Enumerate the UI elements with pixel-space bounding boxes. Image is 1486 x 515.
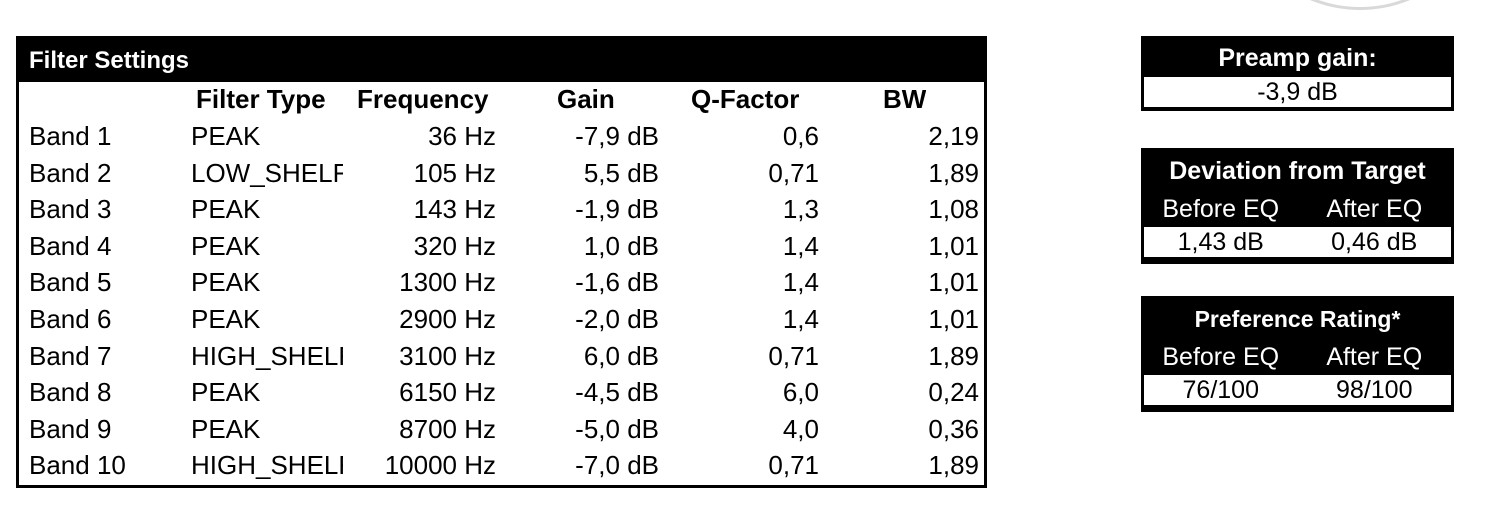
row-8-gain: -4,5 dB <box>575 377 659 408</box>
row-7-bw: 1,89 <box>928 340 979 371</box>
header-q-factor: Q-Factor <box>691 84 800 114</box>
row-10-bw: 1,89 <box>928 450 979 481</box>
deviation-before-label: Before EQ <box>1162 195 1280 223</box>
row-6-frequency: 2900 Hz <box>399 304 496 334</box>
row-8-q-factor: 6,0 <box>782 377 819 408</box>
preamp-value: -3,9 dB <box>1144 77 1451 107</box>
header-filter-type: Filter Type <box>196 84 326 114</box>
filter-settings-title: Filter Settings <box>19 39 984 82</box>
row-2-q-factor: 0,71 <box>768 157 819 188</box>
row-10-q-factor: 0,71 <box>768 450 819 481</box>
row-3-gain: -1,9 dB <box>575 194 659 225</box>
row-4-q-factor: 1,4 <box>782 230 819 261</box>
row-7-filter-type: HIGH_SHELF <box>191 340 343 371</box>
row-6-filter-type: PEAK <box>191 304 261 334</box>
preference-values: 76/100 98/100 <box>1144 375 1451 405</box>
row-2-frequency: 105 Hz <box>413 157 496 188</box>
row-2-bw: 1,89 <box>928 157 979 188</box>
row-7-q-factor: 0,71 <box>768 340 819 371</box>
row-9-q-factor: 4,0 <box>782 413 819 444</box>
row-3-bw: 1,08 <box>928 194 979 225</box>
row-6-bw: 1,01 <box>928 304 979 334</box>
row-9-gain: -5,0 dB <box>575 413 659 444</box>
row-10-frequency: 10000 Hz <box>384 450 496 481</box>
row-10-filter-type: HIGH_SHELF <box>191 450 343 481</box>
preference-labels: Before EQ After EQ <box>1144 339 1451 375</box>
row-4-gain: 1,0 dB <box>583 230 659 261</box>
row-5-band-label: Band 5 <box>29 267 112 298</box>
row-5-q-factor: 1,4 <box>782 267 819 298</box>
row-5-filter-type: PEAK <box>191 267 261 298</box>
row-4-frequency: 320 Hz <box>413 230 496 261</box>
row-8-bw: 0,24 <box>928 377 979 408</box>
row-10-gain: -7,0 dB <box>575 450 659 481</box>
deviation-after-value: 0,46 dB <box>1331 228 1418 256</box>
row-1-q-factor: 0,6 <box>782 121 819 151</box>
row-1-gain: -7,9 dB <box>575 121 659 151</box>
row-9-bw: 0,36 <box>928 413 979 444</box>
row-1-frequency: 36 Hz <box>428 121 496 151</box>
row-7-band-label: Band 7 <box>29 340 112 371</box>
row-3-q-factor: 1,3 <box>782 194 819 225</box>
preamp-panel: Preamp gain: -3,9 dB <box>1141 36 1454 111</box>
row-3-frequency: 143 Hz <box>413 194 496 225</box>
corner-decoration <box>1240 0 1480 10</box>
row-2-band-label: Band 2 <box>29 157 112 188</box>
header-frequency: Frequency <box>357 84 489 114</box>
row-9-band-label: Band 9 <box>29 413 112 444</box>
row-6-q-factor: 1,4 <box>782 304 819 334</box>
row-4-band-label: Band 4 <box>29 230 112 261</box>
row-3-filter-type: PEAK <box>191 194 261 225</box>
row-2-filter-type: LOW_SHELF <box>191 157 343 188</box>
row-5-frequency: 1300 Hz <box>399 267 496 298</box>
row-3-band-label: Band 3 <box>29 194 112 225</box>
deviation-title: Deviation from Target <box>1169 157 1426 185</box>
header-gain: Gain <box>557 84 615 114</box>
row-4-filter-type: PEAK <box>191 230 261 261</box>
row-10-band-label: Band 10 <box>29 450 126 481</box>
row-8-frequency: 6150 Hz <box>399 377 496 408</box>
row-7-frequency: 3100 Hz <box>399 340 496 371</box>
row-4-bw: 1,01 <box>928 230 979 261</box>
deviation-panel: Deviation from Target Before EQ After EQ… <box>1141 148 1454 264</box>
deviation-after-label: After EQ <box>1326 195 1423 223</box>
row-6-band-label: Band 6 <box>29 304 112 334</box>
row-8-filter-type: PEAK <box>191 377 261 408</box>
deviation-values: 1,43 dB 0,46 dB <box>1144 227 1451 257</box>
preamp-title: Preamp gain: <box>1218 44 1377 72</box>
preference-title: Preference Rating* <box>1194 306 1401 332</box>
row-5-gain: -1,6 dB <box>575 267 659 298</box>
row-2-gain: 5,5 dB <box>583 157 659 188</box>
filter-settings-table: Filter Settings Filter Type Frequency Ga… <box>16 36 987 488</box>
row-8-band-label: Band 8 <box>29 377 112 408</box>
deviation-before-value: 1,43 dB <box>1177 228 1264 256</box>
row-1-band-label: Band 1 <box>29 121 112 151</box>
row-1-filter-type: PEAK <box>191 121 261 151</box>
row-9-frequency: 8700 Hz <box>399 413 496 444</box>
row-9-filter-type: PEAK <box>191 413 261 444</box>
preference-before-value: 76/100 <box>1182 376 1259 404</box>
preference-after-label: After EQ <box>1326 343 1423 371</box>
preference-panel: Preference Rating* Before EQ After EQ 76… <box>1141 296 1454 412</box>
preference-after-value: 98/100 <box>1336 376 1413 404</box>
preference-before-label: Before EQ <box>1162 343 1280 371</box>
row-6-gain: -2,0 dB <box>575 304 659 334</box>
row-5-bw: 1,01 <box>928 267 979 298</box>
header-bw: BW <box>883 84 927 114</box>
row-1-bw: 2,19 <box>928 121 979 151</box>
row-7-gain: 6,0 dB <box>583 340 659 371</box>
deviation-labels: Before EQ After EQ <box>1144 191 1451 227</box>
